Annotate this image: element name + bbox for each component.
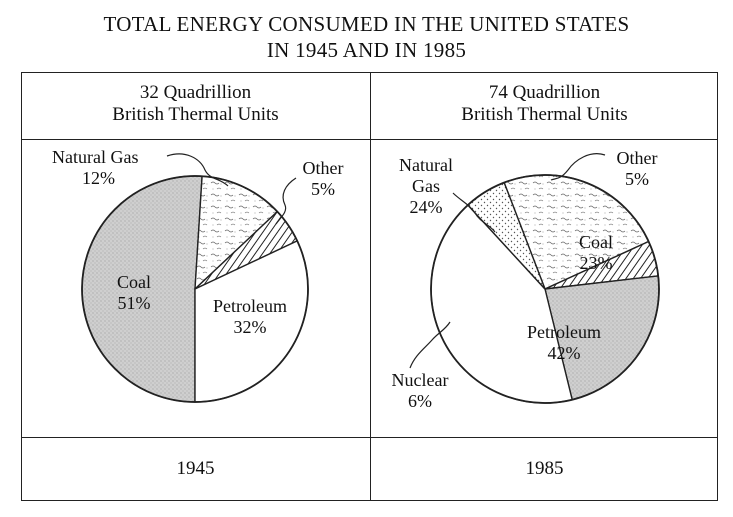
footer-divider xyxy=(21,437,718,438)
label-natural-gas-1945: Natural Gas 12% xyxy=(52,147,138,189)
year-1945: 1945 xyxy=(176,458,215,479)
pie-1945 xyxy=(81,175,309,403)
label-natural-gas-1985-pct: 24% xyxy=(409,197,443,217)
header-1945-line2: British Thermal Units xyxy=(112,104,279,125)
label-nuclear-1985: Nuclear 6% xyxy=(380,370,460,412)
label-coal-1985-name: Coal xyxy=(579,232,613,252)
label-coal-1945: Coal 51% xyxy=(104,272,164,314)
leader-nuclear-1985 xyxy=(409,321,451,369)
chart-title-line2: IN 1945 AND IN 1985 xyxy=(266,38,467,62)
chart-frame xyxy=(21,72,718,501)
label-natural-gas-1985-name2: Gas xyxy=(412,176,440,196)
label-petroleum-1945: Petroleum 32% xyxy=(198,296,302,338)
leader-natural-gas-1985 xyxy=(452,192,496,233)
pie-1985 xyxy=(430,174,660,404)
label-coal-1945-pct: 51% xyxy=(117,293,151,313)
label-coal-1945-name: Coal xyxy=(117,272,151,292)
header-1985-line1: 74 Quadrillion xyxy=(488,82,601,103)
pie-outline-1945 xyxy=(81,175,309,403)
label-petroleum-1985: Petroleum 42% xyxy=(510,322,618,364)
header-1985-line2: British Thermal Units xyxy=(461,104,628,125)
leader-other-1945 xyxy=(275,177,297,225)
label-natural-gas-1945-name: Natural Gas xyxy=(52,147,139,167)
label-other-1945-name: Other xyxy=(302,158,344,178)
label-other-1985-name: Other xyxy=(616,148,658,168)
label-coal-1985-pct: 23% xyxy=(579,253,613,273)
label-petroleum-1985-name: Petroleum xyxy=(527,322,601,342)
header-1985: 74 Quadrillion British Thermal Units xyxy=(371,82,718,126)
label-other-1945: Other 5% xyxy=(293,158,353,200)
leader-natural-gas-1945 xyxy=(166,153,229,187)
label-petroleum-1985-pct: 42% xyxy=(547,343,581,363)
header-1945: 32 Quadrillion British Thermal Units xyxy=(21,82,370,126)
label-other-1985: Other 5% xyxy=(604,148,670,190)
label-coal-1985: Coal 23% xyxy=(566,232,626,274)
label-nuclear-1985-name: Nuclear xyxy=(391,370,449,390)
leader-other-1985 xyxy=(550,153,606,181)
label-nuclear-1985-pct: 6% xyxy=(408,391,432,411)
label-natural-gas-1985-name1: Natural xyxy=(399,155,453,175)
label-natural-gas-1945-pct: 12% xyxy=(82,168,115,188)
label-other-1985-pct: 5% xyxy=(625,169,649,189)
pie-outline-1985 xyxy=(430,174,660,404)
year-1985: 1985 xyxy=(525,458,564,479)
label-other-1945-pct: 5% xyxy=(311,179,335,199)
chart-title-line1: TOTAL ENERGY CONSUMED IN THE UNITED STAT… xyxy=(103,12,630,36)
label-petroleum-1945-name: Petroleum xyxy=(213,296,287,316)
header-divider xyxy=(21,139,718,140)
panel-divider xyxy=(370,72,371,501)
label-petroleum-1945-pct: 32% xyxy=(233,317,267,337)
label-natural-gas-1985: Natural Gas 24% xyxy=(388,155,464,218)
header-1945-line1: 32 Quadrillion xyxy=(139,82,252,103)
